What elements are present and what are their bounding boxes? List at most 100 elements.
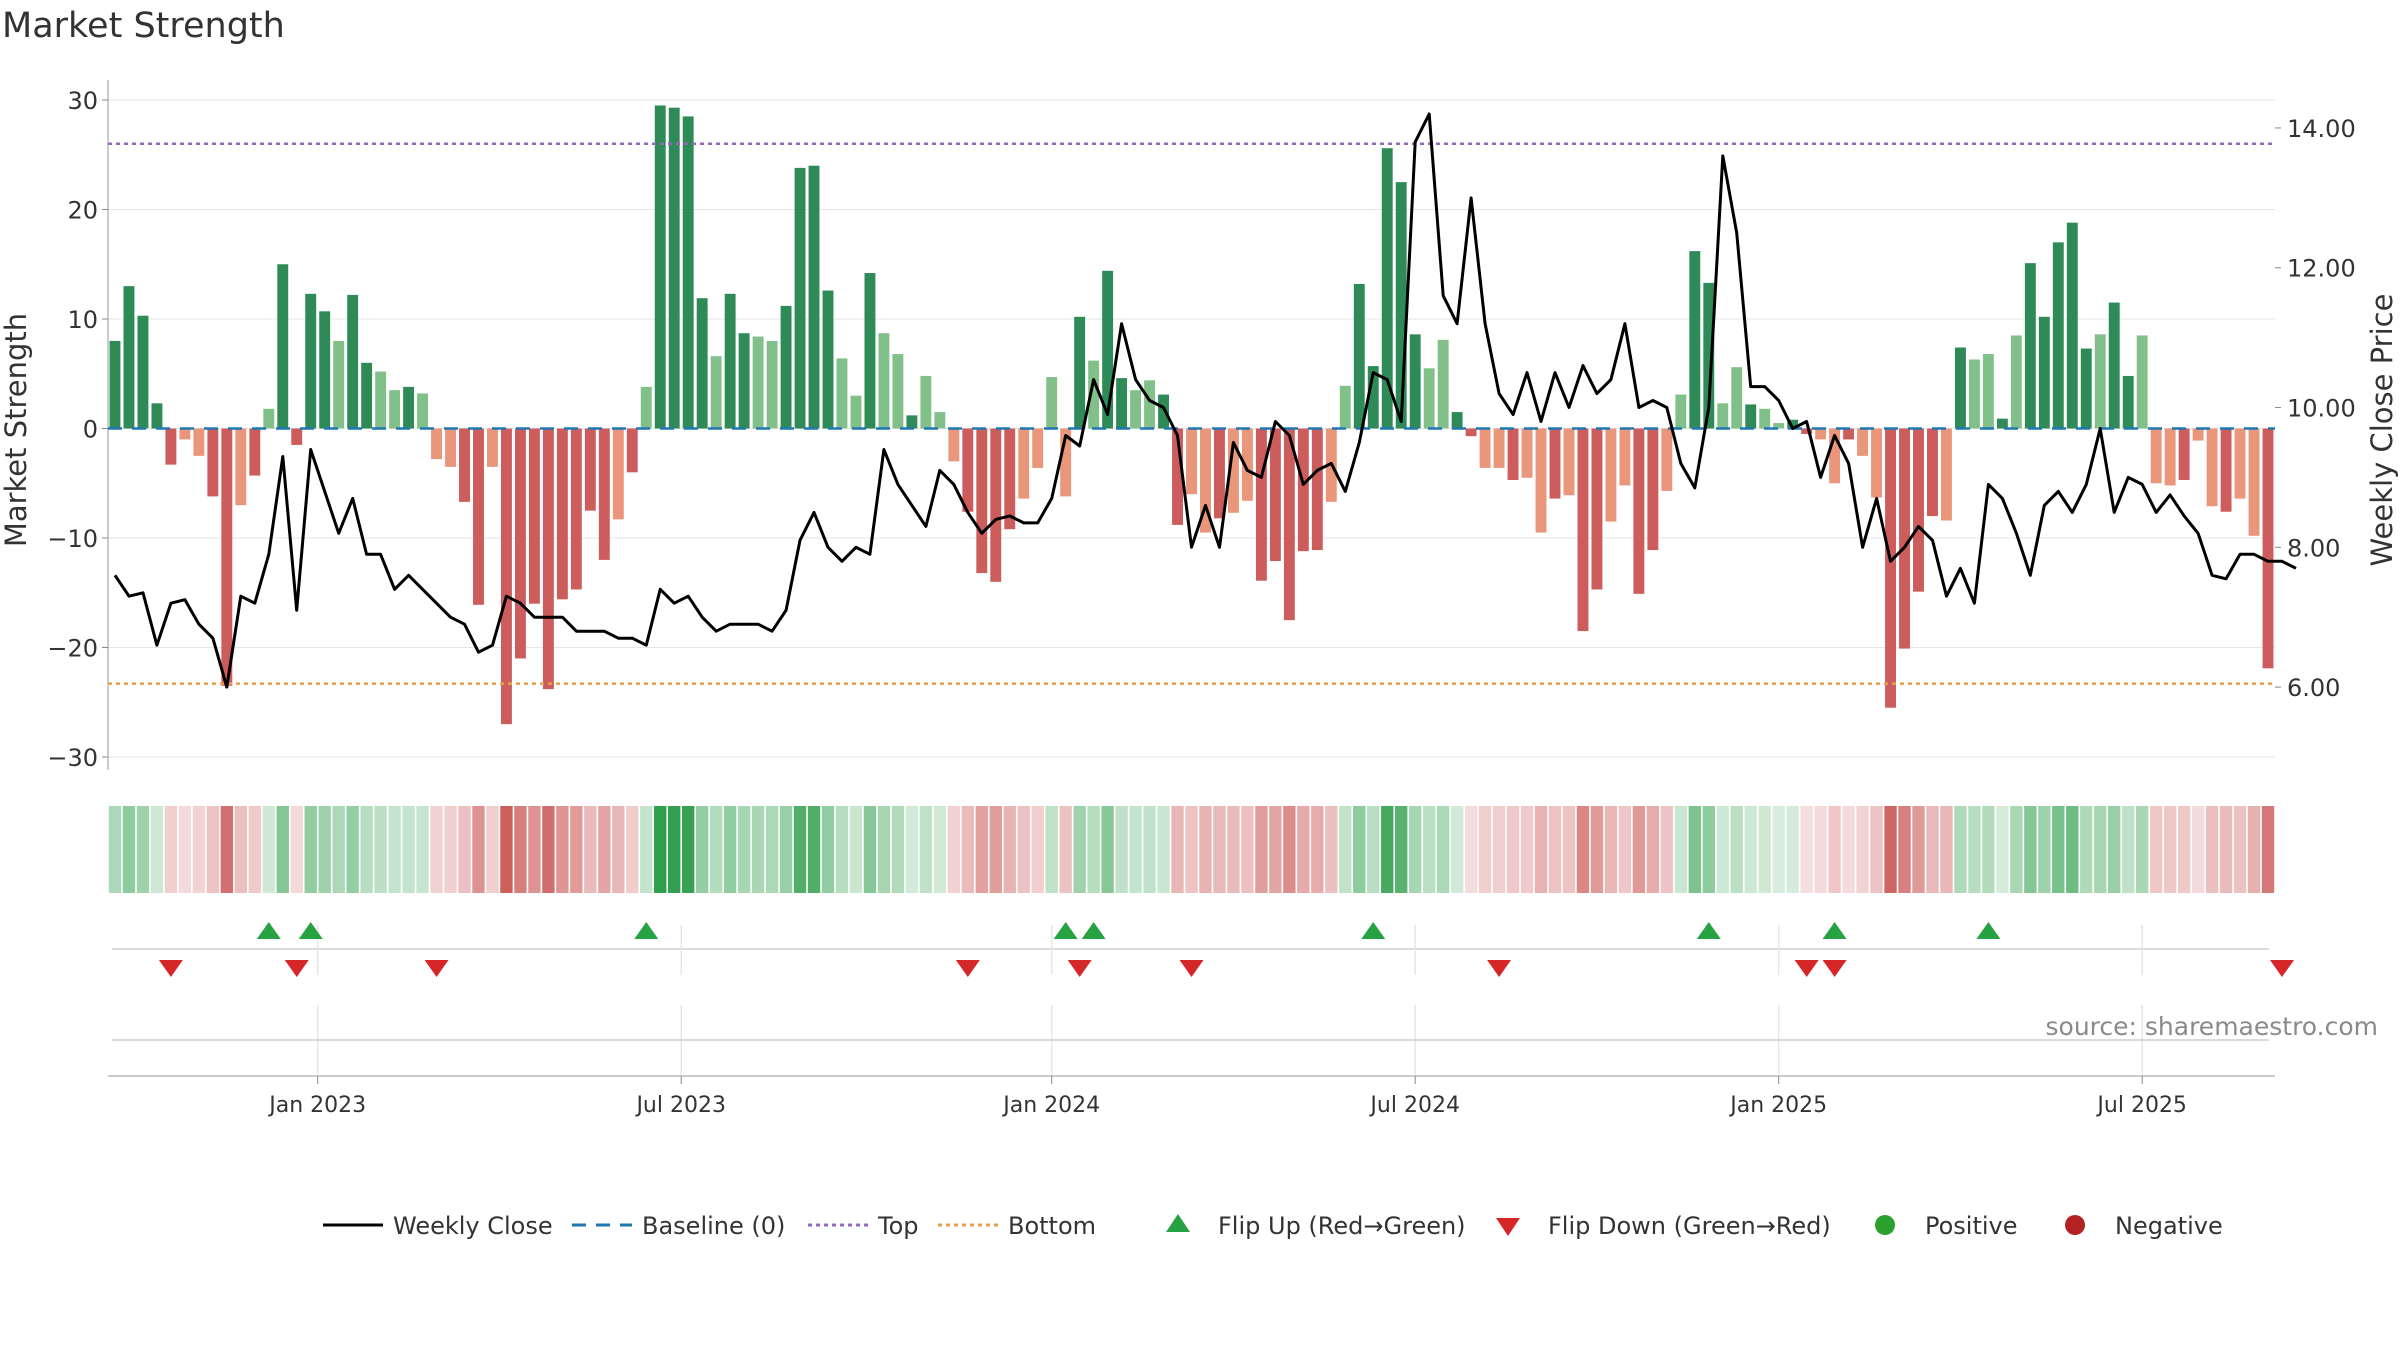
strength-bar xyxy=(1088,360,1100,429)
heat-strip xyxy=(108,806,2275,893)
heat-cell xyxy=(1087,806,1100,893)
heat-cell xyxy=(444,806,457,893)
heat-cell xyxy=(458,806,471,893)
strength-bar xyxy=(2234,428,2246,499)
strength-bar xyxy=(612,428,624,520)
heat-cell xyxy=(164,806,178,893)
heat-cell xyxy=(2108,806,2121,893)
flip-down-marker xyxy=(1487,960,1512,977)
strength-bar xyxy=(1689,251,1701,429)
heat-cell xyxy=(178,806,192,893)
heat-cell xyxy=(1534,806,1548,893)
heat-cell xyxy=(1017,806,1030,893)
strength-bar xyxy=(1032,428,1044,468)
strength-bar xyxy=(2248,428,2260,536)
heat-cell xyxy=(430,806,443,893)
strength-bar xyxy=(514,428,526,659)
strength-bar xyxy=(1871,428,1883,498)
heat-cell xyxy=(2066,806,2079,893)
heat-cell xyxy=(1912,806,1925,893)
heat-cell xyxy=(626,806,639,893)
heat-cell xyxy=(947,806,961,893)
heat-cell xyxy=(388,806,401,893)
flip-down-marker xyxy=(1067,960,1092,977)
heat-cell xyxy=(1367,806,1380,893)
strength-bar xyxy=(1968,359,1980,429)
heat-cell xyxy=(1576,806,1590,893)
heat-cell xyxy=(612,806,625,893)
strength-bar xyxy=(389,390,401,429)
strength-bar xyxy=(2262,428,2274,669)
legend-item: Negative xyxy=(2065,1212,2223,1240)
heat-cell xyxy=(849,806,863,893)
strength-bar xyxy=(1647,428,1659,551)
heat-cell xyxy=(556,806,569,893)
strength-bar xyxy=(2108,302,2120,429)
heat-cell xyxy=(1395,806,1408,893)
heat-cell xyxy=(1646,806,1660,893)
strength-bar xyxy=(193,428,205,456)
strength-bar xyxy=(179,428,191,440)
y-tick-label-right: 8.00 xyxy=(2287,534,2340,562)
strength-bar xyxy=(1773,423,1785,429)
strength-bar xyxy=(794,167,806,429)
heat-cell xyxy=(360,806,373,893)
heat-cell xyxy=(1255,806,1268,893)
heat-cell xyxy=(1982,806,1995,893)
y-axis-title-right: Weekly Close Price xyxy=(2365,294,2399,567)
strength-bar xyxy=(109,340,121,429)
strength-bar xyxy=(528,428,540,604)
heat-cell xyxy=(765,806,779,893)
heat-cell xyxy=(695,806,709,893)
heat-cell xyxy=(290,806,303,893)
heat-cell xyxy=(1856,806,1869,893)
x-tick-label: Jan 2025 xyxy=(1728,1093,1827,1118)
heat-cell xyxy=(1590,806,1604,893)
legend-label: Flip Up (Red→Green) xyxy=(1218,1212,1466,1240)
strength-bar xyxy=(1982,354,1994,429)
strength-bar xyxy=(319,311,331,429)
strength-bar xyxy=(459,428,470,502)
flip-down-marker xyxy=(955,960,980,977)
strength-bar xyxy=(1899,428,1910,649)
heat-cell xyxy=(2010,806,2023,893)
heat-cell xyxy=(1828,806,1841,893)
flip-up-marker xyxy=(1822,922,1847,939)
strength-bar xyxy=(1172,428,1183,525)
heat-cell xyxy=(528,806,541,893)
strength-bar xyxy=(1186,428,1197,495)
strength-bar xyxy=(1535,428,1547,533)
heat-cell xyxy=(989,806,1002,893)
strength-bar xyxy=(2122,375,2134,429)
heat-cell xyxy=(374,806,387,893)
strength-bar xyxy=(249,428,261,476)
strength-bar xyxy=(2178,428,2190,480)
heat-cell xyxy=(1548,806,1562,893)
heat-cell xyxy=(1870,806,1883,893)
strength-bar xyxy=(473,428,484,605)
heat-cell xyxy=(1073,806,1086,893)
heat-cell xyxy=(1297,806,1310,893)
weekly-close-line xyxy=(113,112,2297,689)
heat-cell xyxy=(318,806,331,893)
strength-bar xyxy=(1745,404,1757,429)
strength-bar xyxy=(864,273,876,429)
legend-label: Negative xyxy=(2115,1212,2223,1240)
strength-bar xyxy=(291,428,303,445)
strength-bar xyxy=(990,428,1002,582)
legend-item: Top xyxy=(808,1212,919,1240)
heat-cell xyxy=(1464,806,1478,893)
flip-up-marker xyxy=(1053,922,1078,939)
y-tick-label-left: 10 xyxy=(67,306,98,334)
heat-cell xyxy=(1702,806,1715,893)
strength-bar xyxy=(822,290,834,429)
heat-cell xyxy=(1003,806,1016,893)
strength-bar xyxy=(1661,428,1673,491)
strength-bar xyxy=(2010,335,2022,429)
heat-cell xyxy=(2135,806,2149,893)
heat-cell xyxy=(1814,806,1827,893)
heat-cell xyxy=(1758,806,1771,893)
legend-triangle-down xyxy=(1496,1218,1520,1236)
heat-cell xyxy=(1283,806,1296,893)
